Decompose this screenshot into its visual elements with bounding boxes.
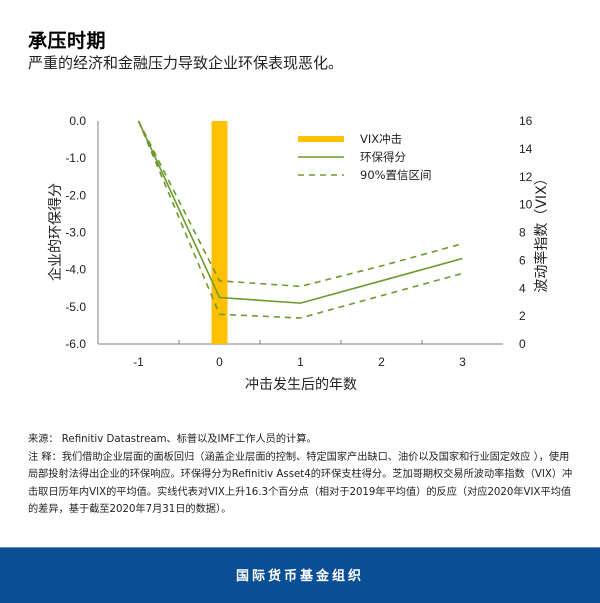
y-tick-label: -1.0 — [65, 151, 86, 165]
org-name: 国际货币基金组织 — [235, 569, 364, 584]
vix-shock-bar — [211, 121, 228, 344]
chart-subtitle: 严重的经济和金融压力导致企业环保表现恶化。 — [28, 54, 344, 72]
y2-tick-label: 12 — [519, 170, 533, 184]
legend-label-vix: VIX冲击 — [360, 132, 402, 146]
y-tick-label: 0.0 — [69, 114, 86, 128]
ci-line — [137, 120, 463, 319]
source-note: 来源： Refinitiv Datastream、标普以及IMF工作人员的计算。 — [28, 434, 317, 445]
x-tick-label: 0 — [216, 355, 223, 369]
x-axis-title: 冲击发生后的年数 — [245, 377, 357, 393]
y-axis-title: 企业的环保得分 — [47, 183, 64, 281]
y-tick-label: -4.0 — [65, 263, 86, 277]
env-score-line — [137, 120, 463, 304]
chart-title: 承压时期 — [28, 30, 107, 52]
series-lines — [137, 120, 463, 319]
y2-tick-label: 16 — [519, 114, 533, 128]
left-y-axis-ticks: 0.0 -1.0 -2.0 -3.0 -4.0 -5.0 -6.0 — [65, 114, 86, 351]
x-tick-label: -1 — [133, 355, 144, 369]
y2-tick-label: 4 — [519, 281, 526, 295]
legend: VIX冲击 环保得分 90%置信区间 — [298, 132, 432, 182]
y-tick-label: -2.0 — [65, 188, 86, 202]
y2-tick-label: 14 — [519, 142, 533, 156]
y-tick-label: -3.0 — [65, 226, 86, 240]
legend-label-ci: 90%置信区间 — [360, 168, 432, 182]
x-tick-label: 2 — [378, 355, 385, 369]
footer-banner: 国际货币基金组织 — [0, 547, 600, 603]
legend-label-score: 环保得分 — [360, 150, 406, 164]
legend-swatch-vix — [298, 136, 344, 142]
x-tick-label: 1 — [297, 355, 304, 369]
y2-tick-label: 2 — [519, 309, 526, 323]
y-tick-label: -5.0 — [65, 300, 86, 314]
y-tick-label: -6.0 — [65, 337, 86, 351]
right-y-axis-ticks: 16 14 12 10 8 6 4 2 0 — [519, 114, 533, 351]
chart-notes: 来源： Refinitiv Datastream、标普以及IMF工作人员的计算。… — [28, 431, 576, 519]
y2-tick-label: 8 — [519, 226, 526, 240]
y2-tick-label: 6 — [519, 253, 526, 267]
vix-bar — [211, 121, 228, 344]
y2-tick-label: 0 — [519, 337, 526, 351]
y2-tick-label: 10 — [519, 198, 533, 212]
x-tick-label: 3 — [459, 355, 466, 369]
x-axis-ticks: -1 0 1 2 3 — [133, 340, 466, 369]
y2-axis-title: 波动率指数（VIX） — [533, 171, 550, 292]
methodology-note: 注 释：我们借助企业层面的面板回归（涵盖企业层面的控制、特定国家产出缺口、油价以… — [28, 451, 573, 516]
ci-line — [137, 120, 463, 288]
chart-area: -1 0 1 2 3 0.0-1.0-2.0-3.0-4.0-5.0-6.0 16141… — [47, 114, 550, 393]
